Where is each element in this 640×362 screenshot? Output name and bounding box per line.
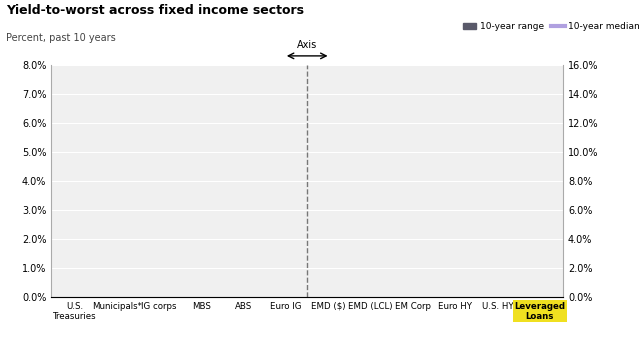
Text: Yield-to-worst across fixed income sectors: Yield-to-worst across fixed income secto… xyxy=(6,4,305,17)
Legend: 10-year range, 10-year median, Current: 10-year range, 10-year median, Current xyxy=(459,19,640,35)
Text: Percent, past 10 years: Percent, past 10 years xyxy=(6,33,116,43)
Text: Axis: Axis xyxy=(297,40,317,50)
Bar xyxy=(273,0,299,7)
